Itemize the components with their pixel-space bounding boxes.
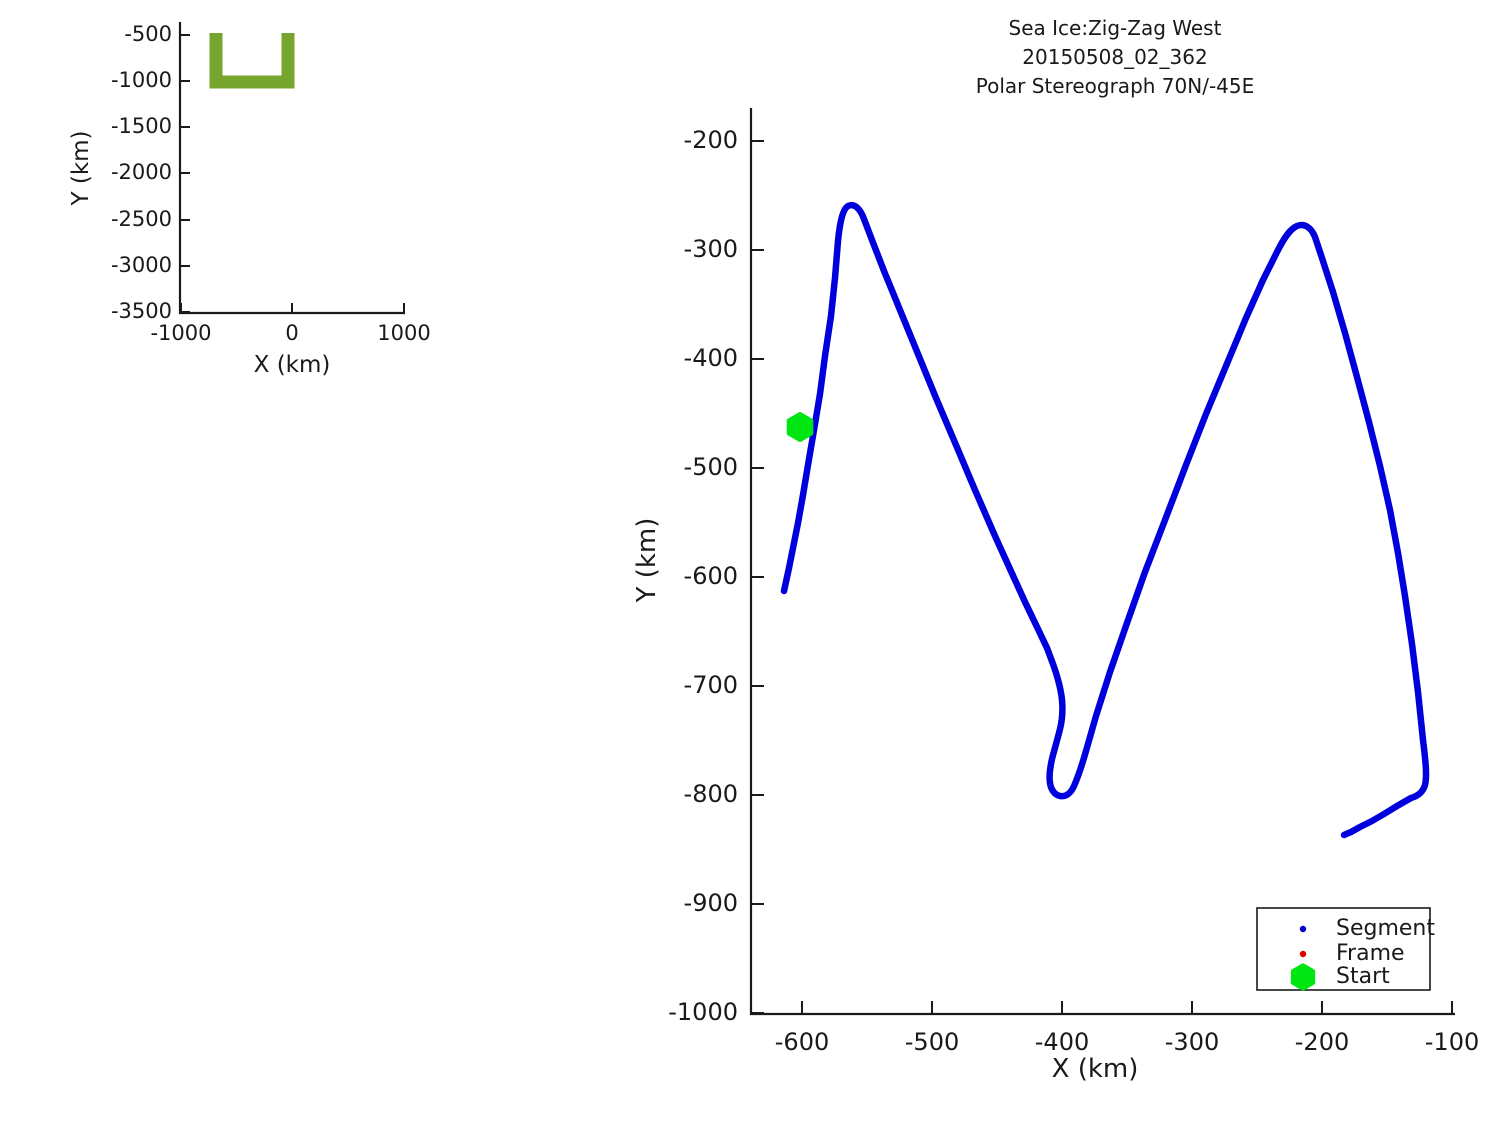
main-ytick-label-3: -500 <box>684 453 738 481</box>
start-marker <box>786 412 814 442</box>
inset-ytick-label-4: -2500 <box>111 207 172 231</box>
start-marker-hexagon <box>786 412 814 442</box>
main-xtick-label-4: -200 <box>1295 1028 1349 1056</box>
main-plot: Sea Ice:Zig-Zag West 20150508_02_362 Pol… <box>632 16 1479 1084</box>
main-title-line-1: Sea Ice:Zig-Zag West <box>1009 16 1222 40</box>
inset-ytick-label-5: -3000 <box>111 253 172 277</box>
frame-dot-icon <box>1299 950 1307 958</box>
inset-xtick-label-2: 1000 <box>377 321 430 345</box>
main-yaxis-title: Y (km) <box>632 518 662 604</box>
main-xtick-label-0: -600 <box>775 1028 829 1056</box>
segment-trajectory <box>780 201 1430 839</box>
main-xtick-label-1: -500 <box>905 1028 959 1056</box>
legend-label-start: Start <box>1336 964 1390 989</box>
legend[interactable]: Segment Frame Start <box>1256 907 1436 991</box>
main-title-line-3: Polar Stereograph 70N/-45E <box>976 74 1255 98</box>
main-ytick-label-0: -200 <box>684 126 738 154</box>
legend-label-frame: Frame <box>1336 941 1405 966</box>
main-ytick-label-5: -700 <box>684 671 738 699</box>
main-x-ticks <box>801 1001 1453 1014</box>
legend-item-frame[interactable]: Frame <box>1299 941 1405 966</box>
segment-trajectory-path <box>780 201 1430 839</box>
inset-xaxis-title: X (km) <box>254 352 331 378</box>
inset-xtick-label-1: 0 <box>285 321 298 345</box>
main-ytick-label-6: -800 <box>684 780 738 808</box>
main-ytick-label-4: -600 <box>684 562 738 590</box>
main-y-ticks <box>751 140 764 1014</box>
legend-item-start[interactable]: Start <box>1290 963 1391 991</box>
start-hexagon-icon <box>1290 963 1316 991</box>
segment-dot-icon <box>1299 925 1307 933</box>
main-ytick-label-8: -1000 <box>668 998 738 1026</box>
inset-ytick-label-6: -3500 <box>111 299 172 323</box>
main-ytick-label-2: -400 <box>684 344 738 372</box>
main-ytick-label-7: -900 <box>684 889 738 917</box>
inset-yaxis-title: Y (km) <box>68 130 94 206</box>
legend-item-segment[interactable]: Segment <box>1299 916 1436 941</box>
inset-landmass-outline <box>209 33 295 89</box>
main-xtick-label-3: -300 <box>1165 1028 1219 1056</box>
inset-ytick-label-1: -1000 <box>111 68 172 92</box>
inset-x-ticks <box>180 303 405 313</box>
inset-ytick-label-3: -2000 <box>111 160 172 184</box>
inset-xtick-label-0: -1000 <box>150 321 211 345</box>
inset-ytick-label-0: -500 <box>124 22 172 46</box>
main-title-line-2: 20150508_02_362 <box>1022 45 1207 69</box>
main-xtick-label-5: -100 <box>1425 1028 1479 1056</box>
main-xtick-label-2: -400 <box>1035 1028 1089 1056</box>
legend-box <box>1256 907 1431 991</box>
inset-plot: -500 -1000 -1500 -2000 -2500 -3000 -3500… <box>68 22 431 378</box>
main-xaxis-title: X (km) <box>1052 1054 1139 1084</box>
inset-ytick-label-2: -1500 <box>111 114 172 138</box>
main-ytick-label-1: -300 <box>684 235 738 263</box>
legend-label-segment: Segment <box>1336 916 1435 941</box>
